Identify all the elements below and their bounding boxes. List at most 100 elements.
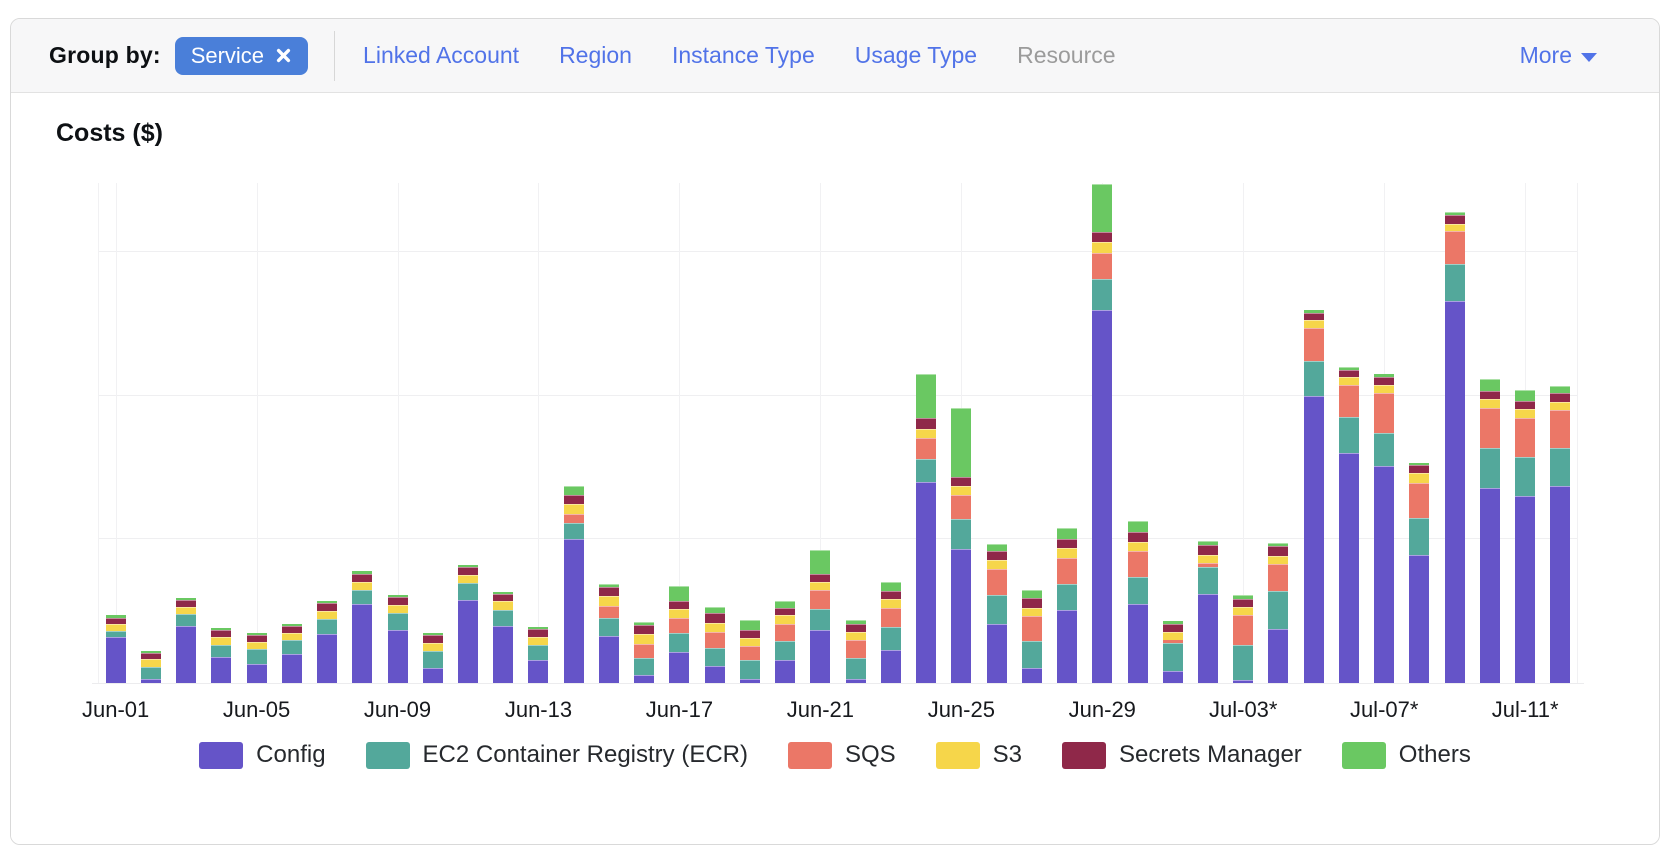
x-gridline <box>116 183 117 683</box>
x-axis-label-Jun-13: Jun-13 <box>505 697 572 723</box>
segment-config <box>810 630 830 683</box>
group-by-options: Linked Account Region Instance Type Usage T… <box>363 42 1115 69</box>
legend-item-sqs[interactable]: SQS <box>788 741 896 769</box>
segment-sqs <box>564 514 584 523</box>
bar-Jul-04[interactable] <box>1268 543 1288 683</box>
bar-Jun-12[interactable] <box>493 592 513 683</box>
bar-Jul-11[interactable] <box>1515 390 1535 683</box>
legend-label: EC2 Container Registry (ECR) <box>423 741 748 769</box>
segment-s3 <box>1198 555 1218 563</box>
bar-Jun-20[interactable] <box>775 601 795 683</box>
bar-Jun-25[interactable] <box>951 408 971 683</box>
segment-config <box>775 660 795 683</box>
segment-s3 <box>599 596 619 605</box>
bar-Jun-14[interactable] <box>564 486 584 683</box>
more-label: More <box>1520 42 1572 69</box>
bar-Jun-26[interactable] <box>987 544 1007 683</box>
segment-sqs <box>1445 231 1465 264</box>
segment-config <box>1233 680 1253 683</box>
segment-ec2-container-registry-ecr- <box>1268 591 1288 628</box>
segment-secrets-manager <box>247 635 267 642</box>
bar-Jun-28[interactable] <box>1057 528 1077 683</box>
group-by-option-linked-account[interactable]: Linked Account <box>363 42 519 69</box>
bar-Jun-03[interactable] <box>176 598 196 683</box>
segment-config <box>1304 396 1324 683</box>
bar-Jun-24[interactable] <box>916 374 936 683</box>
bar-Jul-02[interactable] <box>1198 541 1218 683</box>
bar-Jun-01[interactable] <box>106 615 126 683</box>
group-by-option-usage-type[interactable]: Usage Type <box>855 42 977 69</box>
segment-s3 <box>528 637 548 645</box>
segment-secrets-manager <box>1304 313 1324 320</box>
bar-Jun-15[interactable] <box>599 584 619 683</box>
bar-Jun-13[interactable] <box>528 627 548 683</box>
bar-Jun-29[interactable] <box>1092 184 1112 683</box>
segment-config <box>352 604 372 683</box>
bar-Jul-12[interactable] <box>1550 386 1570 683</box>
group-by-toolbar: Group by: Service Linked AccountRegionIn… <box>11 19 1659 93</box>
bar-Jun-22[interactable] <box>846 620 866 683</box>
bar-Jul-05[interactable] <box>1304 310 1324 683</box>
segment-ec2-container-registry-ecr- <box>493 610 513 626</box>
segment-others <box>1057 528 1077 539</box>
legend-item-config[interactable]: Config <box>199 741 325 769</box>
bar-Jul-09[interactable] <box>1445 212 1465 683</box>
segment-s3 <box>1022 608 1042 616</box>
segment-ec2-container-registry-ecr- <box>1339 417 1359 454</box>
segment-secrets-manager <box>1409 465 1429 473</box>
group-by-chip-service[interactable]: Service <box>175 37 308 75</box>
legend-item-ec2-container-registry-ecr-[interactable]: EC2 Container Registry (ECR) <box>366 741 748 769</box>
segment-ec2-container-registry-ecr- <box>1409 518 1429 555</box>
segment-ec2-container-registry-ecr- <box>916 459 936 482</box>
more-menu-button[interactable]: More <box>1520 42 1597 69</box>
segment-ec2-container-registry-ecr- <box>599 618 619 636</box>
segment-sqs <box>1550 410 1570 448</box>
segment-config <box>916 482 936 683</box>
bar-Jul-01[interactable] <box>1163 621 1183 683</box>
bar-Jun-19[interactable] <box>740 620 760 683</box>
bar-Jun-16[interactable] <box>634 622 654 683</box>
segment-s3 <box>705 623 725 632</box>
segment-others <box>951 408 971 477</box>
bar-Jun-09[interactable] <box>388 595 408 683</box>
group-by-option-region[interactable]: Region <box>559 42 632 69</box>
segment-ec2-container-registry-ecr- <box>1480 448 1500 488</box>
bar-Jun-10[interactable] <box>423 633 443 683</box>
segment-ec2-container-registry-ecr- <box>634 658 654 675</box>
segment-config <box>141 679 161 683</box>
group-by-option-resource: Resource <box>1017 42 1115 69</box>
bar-Jun-11[interactable] <box>458 565 478 683</box>
segment-ec2-container-registry-ecr- <box>669 633 689 652</box>
bar-Jun-04[interactable] <box>211 628 231 683</box>
bar-Jun-06[interactable] <box>282 624 302 683</box>
bar-Jul-08[interactable] <box>1409 463 1429 683</box>
bar-Jun-27[interactable] <box>1022 590 1042 683</box>
segment-ec2-container-registry-ecr- <box>317 619 337 634</box>
legend-item-others[interactable]: Others <box>1342 741 1471 769</box>
bar-Jul-07[interactable] <box>1374 374 1394 683</box>
bar-Jun-07[interactable] <box>317 601 337 683</box>
bar-Jun-05[interactable] <box>247 633 267 683</box>
legend-item-secrets-manager[interactable]: Secrets Manager <box>1062 741 1302 769</box>
segment-config <box>634 675 654 683</box>
segment-ec2-container-registry-ecr- <box>987 595 1007 624</box>
legend-item-s3[interactable]: S3 <box>936 741 1022 769</box>
segment-ec2-container-registry-ecr- <box>1304 361 1324 396</box>
bar-Jun-30[interactable] <box>1128 521 1148 683</box>
bar-Jun-08[interactable] <box>352 571 372 683</box>
remove-chip-icon[interactable] <box>275 47 292 64</box>
bar-Jul-06[interactable] <box>1339 367 1359 683</box>
bar-Jun-18[interactable] <box>705 607 725 683</box>
segment-others <box>564 486 584 495</box>
bar-Jun-23[interactable] <box>881 582 901 683</box>
bar-Jun-17[interactable] <box>669 586 689 683</box>
segment-s3 <box>1304 320 1324 327</box>
segment-s3 <box>1163 632 1183 640</box>
segment-config <box>1268 629 1288 684</box>
bar-Jul-03[interactable] <box>1233 595 1253 683</box>
bar-Jun-02[interactable] <box>141 651 161 683</box>
bar-Jul-10[interactable] <box>1480 379 1500 683</box>
group-by-option-instance-type[interactable]: Instance Type <box>672 42 815 69</box>
bar-Jun-21[interactable] <box>810 550 830 683</box>
segment-config <box>176 626 196 684</box>
